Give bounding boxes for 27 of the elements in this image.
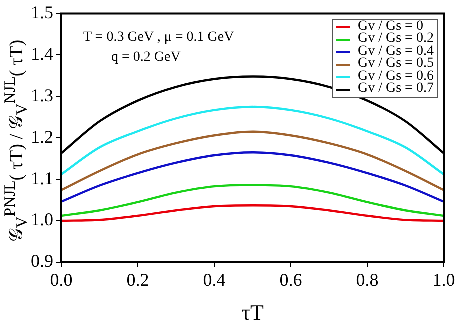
legend-label: Gv / Gs = 0.6 bbox=[358, 68, 434, 84]
x-tick-label: 0.4 bbox=[203, 270, 226, 290]
x-tick-label: 0.6 bbox=[280, 270, 302, 290]
x-axis-title: τT bbox=[240, 300, 265, 326]
legend-label: Gv / Gs = 0.7 bbox=[358, 81, 434, 96]
y-tick-label: 1.5 bbox=[31, 2, 54, 23]
y-tick-label: 1.2 bbox=[31, 126, 54, 147]
line-series bbox=[62, 106, 444, 176]
x-tick-label: 0.2 bbox=[126, 270, 150, 290]
line-series bbox=[62, 204, 444, 222]
x-tick-label: 1.0 bbox=[432, 270, 456, 290]
y-tick-label: 1.0 bbox=[31, 210, 54, 230]
line-series bbox=[62, 152, 444, 204]
y-tick-label: 1.4 bbox=[31, 44, 54, 64]
x-tick-label: 0.8 bbox=[356, 270, 379, 290]
x-tick-label: 0.0 bbox=[50, 270, 73, 290]
line-series bbox=[62, 130, 444, 192]
legend-label: Gv / Gs = 0.2 bbox=[358, 31, 434, 46]
legend-label: Gv / Gs = 0.4 bbox=[358, 44, 434, 59]
y-tick-label: 1.3 bbox=[31, 85, 54, 106]
y-tick-label: 0.9 bbox=[31, 251, 54, 272]
legend-label: Gv / Gs = 0.5 bbox=[358, 56, 434, 72]
legend-label: Gv / Gs = 0 bbox=[358, 18, 424, 34]
annotation: q = 0.2 GeV bbox=[112, 50, 181, 66]
line-series bbox=[62, 184, 444, 218]
y-tick-label: 1.1 bbox=[31, 168, 54, 188]
annotation: T = 0.3 GeV , μ = 0.1 GeV bbox=[84, 30, 234, 46]
